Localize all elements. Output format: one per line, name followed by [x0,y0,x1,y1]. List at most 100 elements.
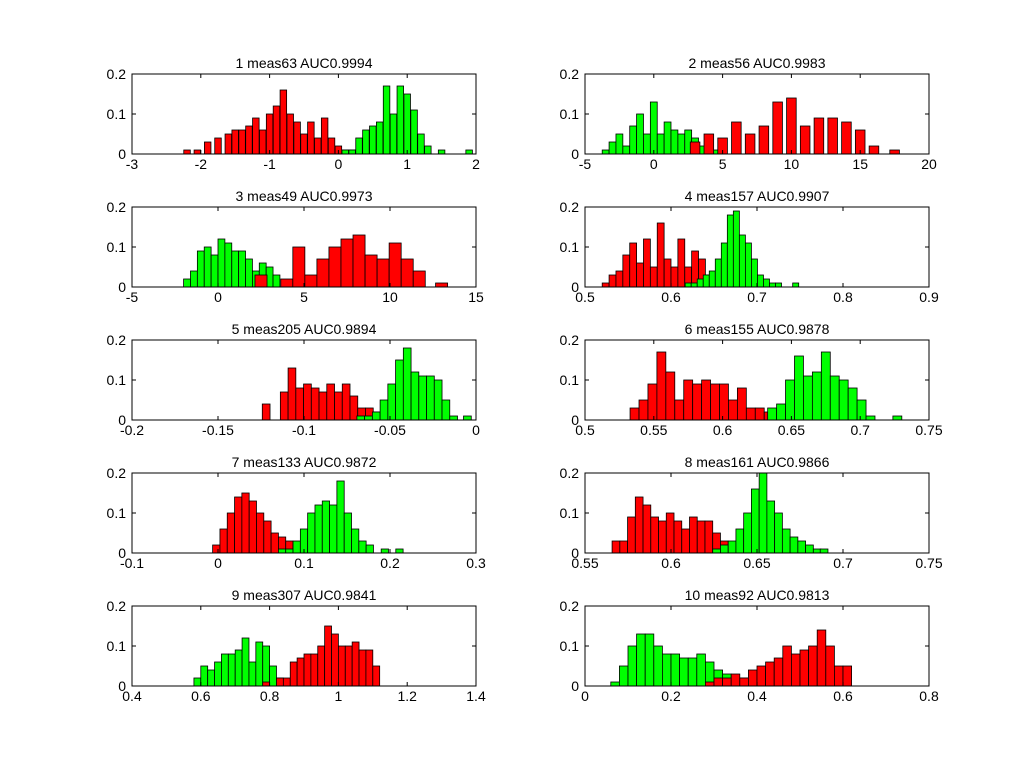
histogram-bar [337,645,346,687]
series-class_b [705,629,853,687]
subplot-6: 6 meas155 AUC0.9878 0.5 0.55 0.6 0.65 0.7 0.75… [560,321,943,438]
histogram-bar [634,496,644,554]
histogram-bar [663,258,672,288]
histogram-bar [331,633,339,687]
histogram-bar [653,645,663,687]
x-tick-label: 1.2 [397,688,417,704]
y-tick-label: 0.2 [107,598,127,614]
histogram-bar [829,375,840,421]
histogram-bar [838,379,849,421]
histogram-bar [324,625,332,687]
series-class_a [193,637,284,687]
histogram-bar [329,504,338,554]
subplot-title: 10 meas92 AUC0.9813 [685,587,830,603]
histogram-bar [183,149,191,155]
histogram-bar [773,657,784,687]
histogram-bar [248,500,257,554]
histogram-bar [400,258,414,288]
histogram-bar [670,653,681,687]
histogram-bar [713,677,724,687]
histogram-bar [303,383,312,421]
x-tick-label: 10 [784,156,800,172]
histogram-bar [644,633,655,687]
histogram-bar [868,145,880,155]
histogram-bar [376,121,384,155]
histogram-bar [681,528,690,554]
histogram-bar [701,379,711,421]
x-tick-label: 0.5 [575,422,595,438]
histogram-bar [255,641,264,687]
x-tick-label: 0.75 [915,422,942,438]
x-tick-label: 0.4 [122,688,142,704]
histogram-bar [745,407,756,421]
x-tick-label: 0.8 [919,688,939,704]
histogram-bar [314,504,323,554]
histogram-bar [314,137,322,155]
x-tick-label: 0.6 [833,688,853,704]
histogram-bar [210,254,219,288]
histogram-bar [636,262,644,288]
histogram-bar [601,282,610,288]
histogram-bar [388,242,402,288]
y-tick-label: 0.1 [107,638,127,654]
x-tick-label: 0.6 [713,422,733,438]
series-class_b [212,492,309,554]
x-tick-label: -0.1 [292,422,316,438]
histogram-bar [334,391,343,421]
histogram-bar [601,149,610,155]
histogram-bar [677,238,686,288]
histogram-bar [310,387,320,421]
histogram-bar [670,266,679,288]
histogram-bar [663,121,672,155]
y-tick-label: 0 [118,678,126,694]
histogram-bar [341,383,351,421]
histogram-bar [736,387,747,421]
histogram-bar [758,125,770,155]
y-tick-label: 0.1 [107,106,127,122]
y-tick-label: 0 [571,545,579,561]
x-tick-label: 0.55 [640,422,667,438]
subplot-title: 9 meas307 AUC0.9841 [232,587,377,603]
histogram-bar [841,121,852,155]
histogram-bar [847,387,858,421]
subplot-9: 9 meas307 AUC0.9841 0.4 0.6 0.8 1 1.2 1.4 0 0.1 0… [107,587,486,704]
histogram-bar [265,113,274,155]
histogram-bar [435,282,449,288]
x-tick-label: 0.7 [850,422,870,438]
histogram-bar [300,133,308,155]
histogram-bar [231,250,240,288]
y-tick-label: 0.1 [560,106,580,122]
series-class_b [601,222,734,288]
series-class_b [254,234,449,288]
histogram-bar [358,649,367,687]
histogram-bar [287,367,297,421]
histogram-bar [769,282,776,288]
histogram-bar [748,669,758,687]
histogram-bar [340,238,354,288]
histogram-bar [767,407,777,421]
histogram-bar [465,149,473,155]
histogram-bar [622,145,631,155]
histogram-bar [754,407,765,421]
x-tick-label: 0 [650,156,658,172]
x-tick-label: 0.1 [294,555,314,571]
histogram-bar [636,633,646,687]
histogram-bar [819,548,829,554]
histogram-bar [730,673,741,687]
histogram-bar [627,516,636,554]
histogram-bar [262,645,271,687]
histogram-bar [738,234,746,288]
x-tick-label: 1 [403,156,411,172]
histogram-bar [696,278,704,288]
y-tick-label: 0 [571,678,579,694]
histogram-bar [608,141,617,155]
histogram-bar [689,141,701,155]
subplot-title: 2 meas56 AUC0.9983 [689,55,826,71]
histogram-bar [365,649,374,687]
x-tick-label: 0.6 [661,555,681,571]
histogram-bar [318,391,328,421]
histogram-bar [782,645,792,687]
histogram-bar [776,403,786,421]
x-tick-label: 0.6 [661,289,681,305]
histogram-bar [303,653,312,687]
